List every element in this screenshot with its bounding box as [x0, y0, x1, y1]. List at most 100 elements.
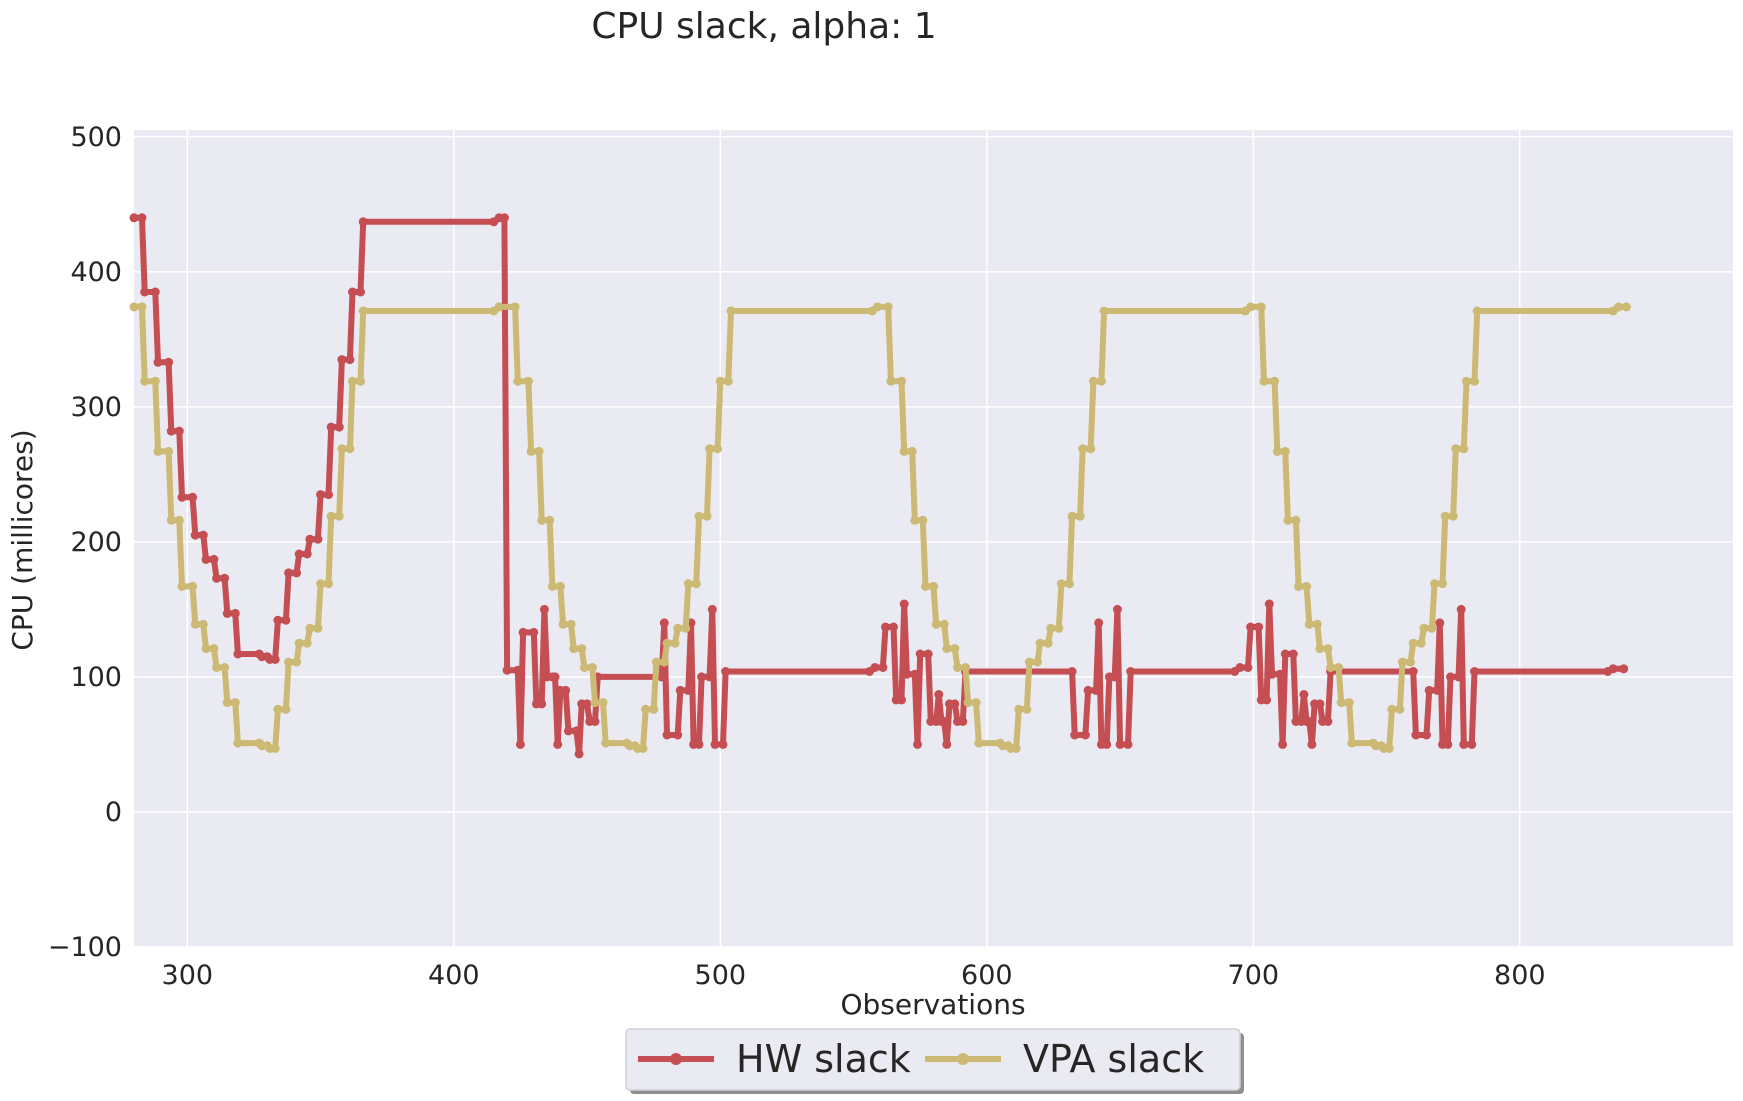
data-point: [529, 627, 539, 637]
data-point: [961, 663, 970, 672]
data-point: [537, 699, 547, 709]
data-point: [345, 355, 355, 365]
data-point: [657, 672, 667, 682]
legend-marker-hw-slack: [670, 1053, 682, 1065]
data-point: [1334, 663, 1344, 672]
data-point: [494, 302, 504, 312]
data-point: [553, 739, 563, 749]
y-tick-label: 400: [70, 257, 122, 288]
data-point: [547, 581, 557, 591]
data-point: [673, 730, 683, 740]
data-point: [513, 665, 523, 675]
data-point: [1126, 667, 1136, 676]
data-point: [137, 302, 147, 312]
data-point: [870, 663, 880, 672]
y-tick-label: 200: [70, 527, 122, 558]
data-point: [881, 622, 890, 632]
data-point: [209, 644, 219, 654]
data-point: [569, 644, 579, 654]
data-point: [198, 619, 208, 629]
data-point: [1448, 511, 1458, 521]
data-point: [270, 654, 280, 664]
data-point: [590, 717, 600, 726]
data-point: [1243, 663, 1253, 672]
data-point: [1264, 599, 1274, 609]
data-point: [164, 446, 174, 456]
data-point: [166, 515, 176, 525]
data-point: [910, 515, 920, 525]
data-point: [537, 515, 547, 525]
data-point: [230, 608, 240, 618]
data-point: [334, 422, 344, 432]
data-point: [1096, 376, 1106, 386]
data-point: [878, 663, 888, 672]
data-point: [883, 302, 893, 312]
data-point: [558, 619, 568, 629]
data-point: [550, 672, 560, 682]
data-point: [334, 511, 344, 521]
data-point: [164, 357, 174, 367]
data-point: [907, 446, 917, 456]
data-point: [939, 619, 949, 629]
data-point: [1254, 622, 1264, 632]
data-point: [1112, 604, 1122, 614]
data-point: [129, 302, 139, 312]
data-point: [153, 446, 163, 456]
x-tick-label: 700: [1228, 960, 1280, 991]
data-point: [1299, 690, 1309, 699]
data-point: [934, 690, 944, 699]
data-point: [726, 306, 736, 316]
data-point: [897, 376, 906, 386]
data-point: [1419, 623, 1429, 633]
data-point: [579, 663, 589, 672]
data-point: [1608, 664, 1618, 674]
data-point: [1288, 649, 1298, 659]
data-point: [1280, 446, 1290, 456]
data-point: [1467, 739, 1477, 749]
data-point: [1067, 511, 1077, 521]
data-point: [582, 699, 592, 709]
legend-marker-vpa-slack: [957, 1053, 969, 1065]
data-point: [1262, 695, 1272, 705]
data-point: [1312, 619, 1322, 629]
data-point: [1014, 704, 1024, 714]
data-point: [1275, 669, 1285, 679]
data-point: [230, 698, 240, 708]
data-point: [915, 649, 925, 659]
data-point: [1472, 306, 1482, 316]
data-point: [174, 515, 184, 525]
data-point: [513, 376, 523, 386]
y-tick-label: 300: [70, 392, 122, 423]
grid-lines: [134, 130, 1733, 948]
data-point: [129, 213, 139, 223]
data-point: [1032, 657, 1042, 667]
data-point: [571, 726, 581, 736]
data-point: [649, 704, 659, 714]
data-point: [153, 357, 163, 367]
data-point: [566, 619, 576, 629]
data-point: [1424, 685, 1434, 695]
data-point: [1259, 376, 1269, 386]
data-point: [324, 490, 333, 500]
y-tick-label: 500: [70, 122, 122, 153]
plot-area: [134, 130, 1733, 947]
data-point: [721, 667, 731, 676]
data-point: [233, 738, 243, 748]
data-point: [889, 622, 898, 632]
data-point: [694, 511, 704, 521]
data-point: [1406, 657, 1415, 667]
data-point: [710, 739, 720, 749]
data-point: [294, 638, 304, 648]
data-point: [694, 739, 704, 749]
data-point: [1315, 644, 1325, 654]
data-point: [150, 287, 160, 297]
data-point: [302, 638, 312, 648]
legend-label-vpa-slack: VPA slack: [1023, 1037, 1204, 1081]
data-point: [683, 579, 693, 589]
data-point: [942, 644, 952, 654]
data-point: [1035, 638, 1045, 648]
data-point: [348, 287, 357, 297]
data-point: [683, 685, 693, 695]
data-point: [1470, 376, 1479, 386]
data-point: [1043, 638, 1053, 648]
